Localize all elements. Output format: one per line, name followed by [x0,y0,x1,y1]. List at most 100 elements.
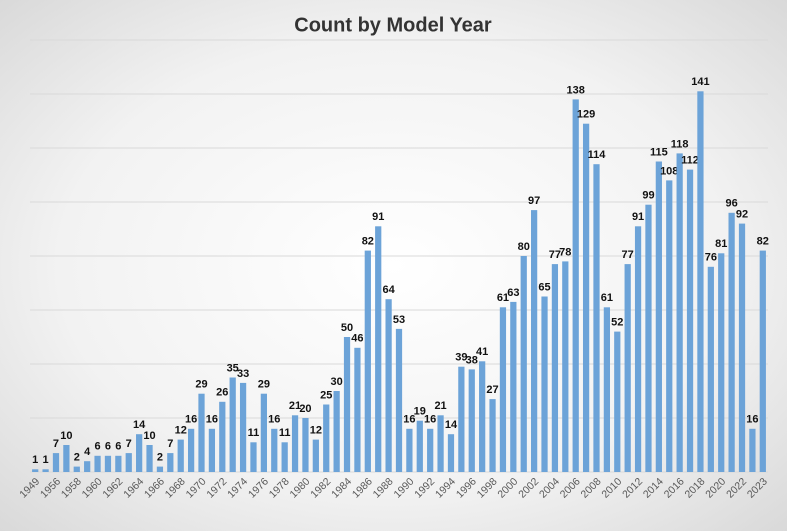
bar [104,455,112,472]
x-tick-label: 2023 [745,475,770,500]
x-tick-label: 1994 [433,475,458,500]
bar [187,428,195,472]
data-label: 10 [60,430,72,442]
data-label: 6 [115,441,121,453]
x-tick-label: 1988 [371,475,396,500]
bar [624,264,631,472]
bar [42,469,49,472]
data-label: 99 [642,190,654,202]
data-label: 16 [185,414,197,426]
bar [73,466,80,472]
bar [728,212,735,473]
data-label: 16 [206,414,218,426]
bar [406,428,413,472]
bar [239,382,247,472]
data-label: 6 [95,441,101,453]
data-label: 11 [248,427,260,439]
x-tick-label: 2018 [683,475,708,500]
x-tick-label: 1982 [308,475,333,500]
x-tick-label: 1976 [246,475,271,500]
bar [156,466,164,472]
bar [655,161,662,472]
data-label: 1 [43,454,49,466]
data-label: 96 [725,198,737,210]
x-tick-label: 1998 [475,475,500,500]
bar [32,469,39,472]
data-label: 19 [414,406,426,418]
bar [229,377,236,472]
data-label: 35 [227,362,239,374]
data-label: 27 [486,384,498,396]
bar [146,445,153,472]
bar [634,226,642,472]
bar [510,301,517,472]
x-tick-label: 2014 [641,475,666,500]
data-label: 7 [167,438,173,450]
data-label: 92 [736,209,748,221]
bar [115,455,122,472]
bar [520,256,527,472]
data-label: 7 [126,438,132,450]
data-label: 46 [351,333,363,345]
data-label: 29 [195,379,207,391]
data-label: 29 [258,379,270,391]
x-tick-label: 2010 [599,475,624,500]
x-tick-label: 1984 [329,475,354,500]
bar [707,266,714,472]
bar [250,442,257,472]
x-tick-label: 1996 [454,475,479,500]
data-label: 16 [268,414,280,426]
bar [364,250,371,472]
data-label: 12 [310,425,322,437]
bar [125,453,132,472]
bar [614,331,621,472]
bar [427,428,434,472]
data-label: 53 [393,314,405,326]
bar [94,455,101,472]
bar [562,261,569,472]
bar [697,91,704,473]
data-label: 77 [622,249,634,261]
bar [219,401,226,472]
data-label: 81 [715,238,727,250]
x-tick-label: 2020 [703,475,728,500]
data-label: 14 [133,419,146,431]
x-tick-label: 1968 [163,475,188,500]
bar [375,226,382,472]
bar [271,428,278,472]
data-label: 63 [507,287,519,299]
data-label: 25 [320,389,332,401]
x-tick-label: 1964 [121,475,146,500]
bar [385,299,392,472]
bar [63,445,70,472]
bar [198,393,205,472]
data-label: 7 [53,438,59,450]
chart-title: Count by Model Year [294,14,492,36]
data-label: 21 [289,400,301,412]
data-label: 91 [632,211,644,223]
bar [395,328,403,472]
x-tick-label: 2012 [620,475,645,500]
bar [416,420,423,472]
bar [136,434,143,472]
x-tick-label: 1949 [17,475,42,500]
data-label: 129 [577,109,595,121]
x-tick-label: 1958 [59,475,84,500]
bar [458,366,465,472]
data-label: 16 [403,414,415,426]
x-tick-label: 2002 [516,475,541,500]
data-label: 138 [567,84,585,96]
data-label: 33 [237,368,249,380]
data-label: 50 [341,322,353,334]
data-label: 82 [362,236,374,248]
bar [666,180,673,472]
bar [676,153,683,472]
bar [260,393,267,472]
data-label: 97 [528,195,540,207]
x-tick-label: 1986 [350,475,375,500]
bar [531,210,538,472]
bar [52,453,60,472]
x-tick-label: 2004 [537,475,562,500]
x-tick-label: 2008 [579,475,604,500]
bar [281,442,288,472]
